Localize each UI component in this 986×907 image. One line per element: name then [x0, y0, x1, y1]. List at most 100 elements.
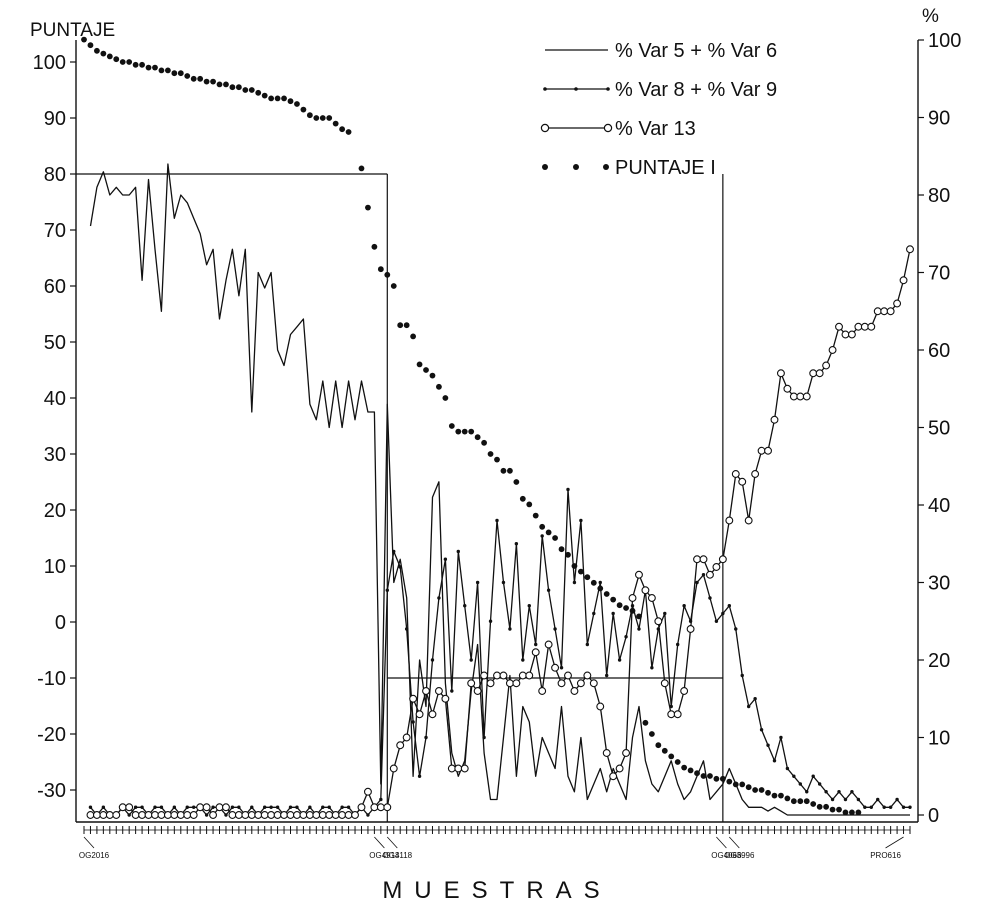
data-point — [293, 811, 301, 819]
data-point — [778, 792, 784, 799]
data-point — [157, 811, 166, 819]
series-3 — [81, 36, 862, 816]
data-point — [423, 367, 429, 373]
data-point — [448, 423, 455, 429]
legend: % Var 5 + % Var 6 % Var 8 + % Var 9 % Va… — [540, 40, 777, 179]
series-0 — [89, 163, 910, 816]
data-point — [222, 803, 230, 812]
y-left-tick-label: -30 — [37, 780, 66, 802]
data-point — [635, 570, 643, 579]
data-point — [558, 546, 565, 553]
data-point — [254, 811, 263, 819]
y-left-tick-label: 30 — [44, 444, 66, 466]
data-point — [428, 710, 437, 719]
data-point — [681, 764, 688, 771]
y-right-tick-label: 50 — [928, 418, 950, 440]
y-axis-left-title: PUNTAJE — [30, 20, 115, 41]
data-point — [192, 805, 196, 809]
data-point — [447, 764, 456, 773]
data-point — [455, 428, 462, 435]
data-point — [789, 392, 798, 401]
data-point — [590, 579, 597, 586]
data-point — [538, 687, 547, 695]
data-point — [770, 415, 779, 424]
data-point — [708, 596, 712, 600]
data-point — [752, 787, 759, 793]
data-point — [732, 781, 739, 788]
data-point — [119, 59, 126, 65]
data-point — [815, 369, 824, 378]
data-point — [811, 774, 815, 778]
data-point — [860, 322, 869, 331]
data-point — [202, 803, 211, 812]
data-point — [300, 106, 307, 113]
y-left-tick-label: 60 — [44, 276, 66, 298]
data-point — [694, 770, 700, 777]
data-point — [145, 64, 152, 71]
data-point — [230, 805, 235, 809]
data-point — [235, 84, 242, 91]
data-point — [274, 95, 281, 102]
data-point — [790, 798, 797, 805]
data-point — [442, 395, 449, 401]
data-point — [363, 787, 372, 796]
data-point — [699, 555, 708, 564]
data-point — [686, 625, 695, 633]
data-point — [365, 204, 371, 211]
data-point — [101, 805, 106, 809]
data-point — [792, 774, 796, 778]
data-point — [513, 479, 520, 485]
data-point — [539, 523, 546, 530]
data-point — [493, 671, 501, 680]
data-point — [675, 642, 680, 647]
y-right-tick-label: 0 — [928, 805, 939, 827]
data-point — [340, 805, 344, 809]
data-point — [886, 307, 895, 316]
data-point — [592, 611, 596, 616]
data-point — [404, 627, 409, 631]
data-point — [753, 697, 757, 701]
data-point — [153, 805, 157, 809]
data-point — [474, 434, 481, 441]
y-left-tick-label: 80 — [44, 164, 66, 186]
sample-label: OG2016 — [79, 851, 110, 860]
data-point — [494, 456, 500, 463]
data-point — [650, 666, 654, 670]
data-point — [908, 805, 912, 809]
data-point — [482, 735, 486, 740]
legend-item-puntaje: PUNTAJE I — [615, 157, 716, 179]
data-point — [876, 797, 880, 802]
data-point — [177, 70, 184, 77]
data-point — [501, 580, 506, 585]
y-right-tick-label: 30 — [928, 573, 950, 595]
data-point — [370, 803, 379, 812]
data-point — [727, 604, 732, 608]
data-point — [551, 663, 560, 672]
data-point — [397, 322, 404, 329]
data-point — [371, 243, 378, 250]
data-point — [674, 759, 681, 765]
x-axis-title: MUESTRAS — [382, 877, 611, 904]
data-point — [196, 803, 205, 812]
sample-label-leader — [885, 836, 904, 849]
data-point — [849, 809, 855, 816]
data-point — [190, 75, 197, 82]
data-point — [757, 446, 766, 455]
data-point — [809, 369, 818, 378]
data-point — [823, 803, 830, 810]
y-right-tick-label: 80 — [928, 185, 950, 207]
data-point — [305, 811, 314, 819]
data-point — [856, 797, 861, 802]
data-point — [843, 797, 848, 802]
data-point — [326, 115, 333, 121]
data-point — [366, 813, 370, 817]
data-point — [88, 805, 93, 809]
data-point — [379, 797, 383, 802]
data-point — [707, 773, 713, 779]
data-point — [829, 806, 836, 813]
data-point — [899, 276, 908, 285]
data-point — [783, 384, 792, 393]
legend-marker-var13-b — [603, 123, 613, 133]
data-point — [655, 742, 662, 749]
